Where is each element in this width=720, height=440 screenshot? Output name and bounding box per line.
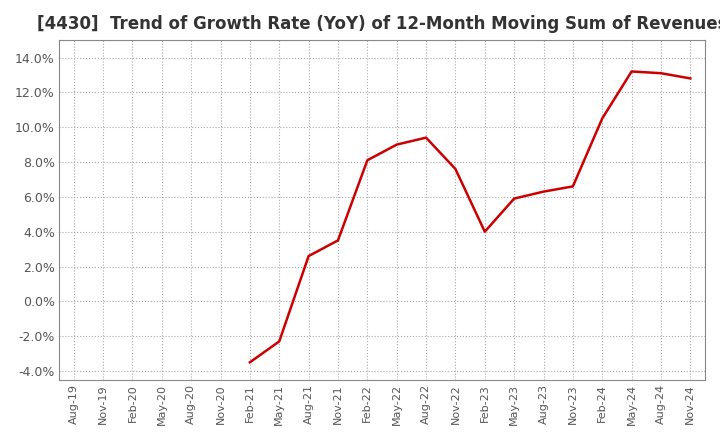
Title: [4430]  Trend of Growth Rate (YoY) of 12-Month Moving Sum of Revenues: [4430] Trend of Growth Rate (YoY) of 12-… (37, 15, 720, 33)
